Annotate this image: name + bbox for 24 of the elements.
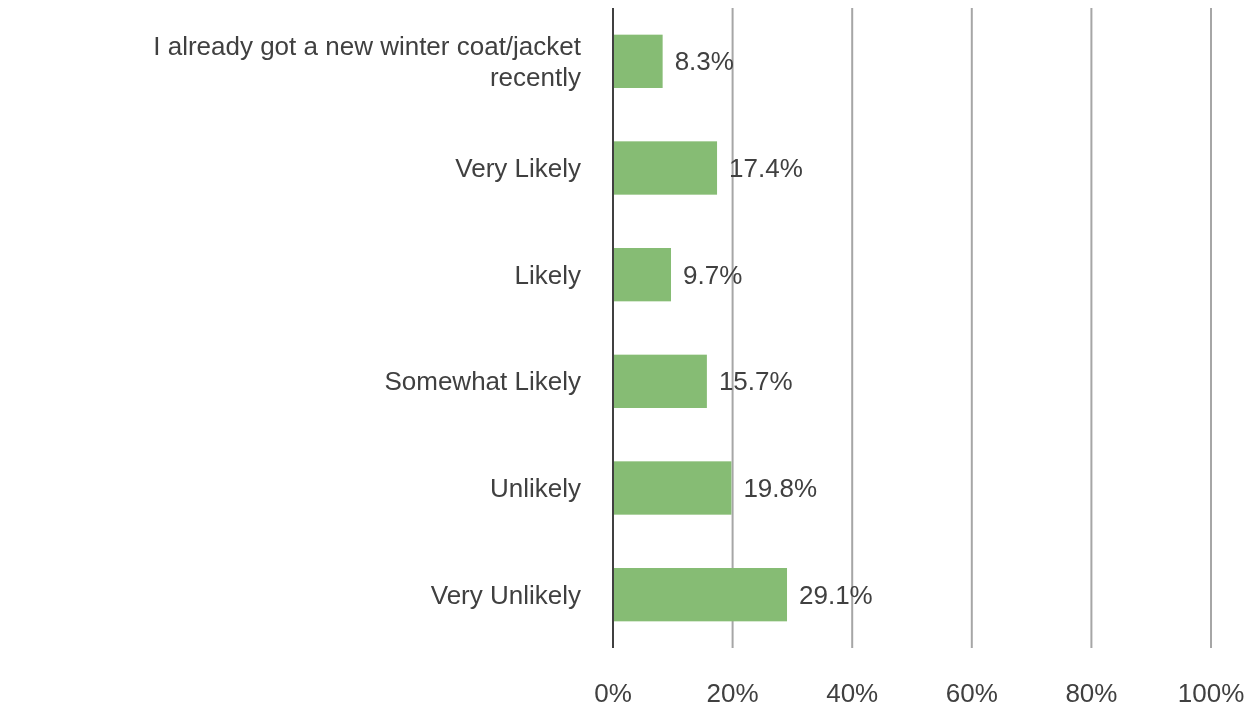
x-tick-label: 0% [594,678,632,708]
bar [613,461,732,515]
x-tick-label: 100% [1177,678,1245,708]
y-tick-label: Very Likely [455,153,581,184]
bar [613,568,788,622]
data-label: 9.7% [683,259,743,290]
data-label: 8.3% [674,46,734,77]
bar [613,141,718,195]
y-tick-label: Unlikely [489,473,581,504]
x-tick-label: 80% [1065,678,1118,708]
bar [613,248,672,302]
y-tick-label: Likely [514,259,581,290]
data-label: 17.4% [729,153,803,184]
data-label: 15.7% [718,366,793,397]
y-tick-label: I already got a new winter coat/jacket recently [153,30,582,93]
data-label: 19.8% [743,473,818,504]
x-tick-label: 60% [945,678,998,708]
y-tick-label: Somewhat Likely [384,366,581,397]
bar [613,354,707,408]
x-tick-label: 20% [706,678,759,708]
y-tick-label: Very Unlikely [430,579,581,610]
bar [613,34,663,88]
x-tick-label: 40% [826,678,879,708]
data-label: 29.1% [799,579,873,610]
